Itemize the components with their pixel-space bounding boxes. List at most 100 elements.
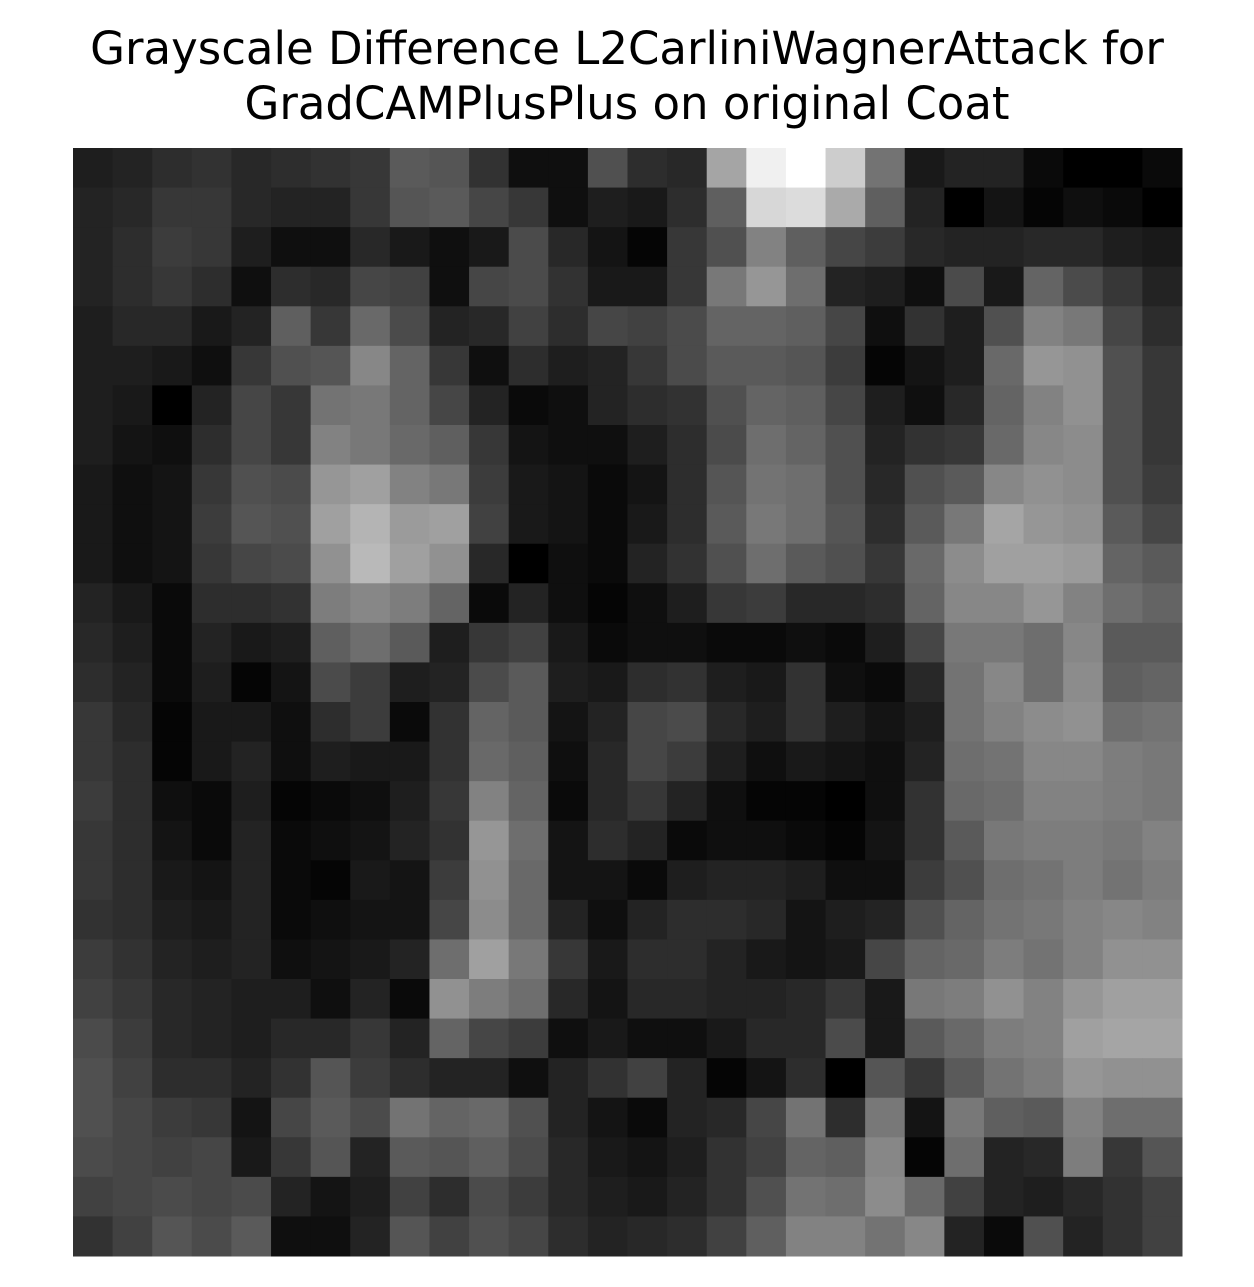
heatmap-cell: [825, 1018, 866, 1059]
heatmap-cell: [1063, 1097, 1104, 1138]
heatmap-cell: [944, 1097, 985, 1138]
heatmap-cell: [667, 583, 708, 624]
heatmap-cell: [746, 1176, 787, 1217]
heatmap-cell: [548, 1097, 589, 1138]
heatmap-cell: [271, 504, 312, 545]
heatmap-cell: [667, 939, 708, 980]
heatmap-cell: [746, 464, 787, 505]
heatmap-cell: [469, 345, 510, 386]
heatmap-cell: [1102, 543, 1143, 584]
heatmap-cell: [1023, 345, 1064, 386]
heatmap-cell: [667, 860, 708, 901]
heatmap-cell: [706, 504, 747, 545]
heatmap-cell: [1023, 306, 1064, 347]
heatmap-cell: [825, 860, 866, 901]
heatmap-cell: [746, 187, 787, 228]
heatmap-cell: [865, 1176, 906, 1217]
heatmap-cell: [1023, 266, 1064, 307]
heatmap-cell: [112, 781, 153, 822]
heatmap-cell: [508, 345, 549, 386]
heatmap-cell: [350, 899, 391, 940]
heatmap-cell: [191, 583, 232, 624]
heatmap-cell: [1142, 1058, 1183, 1099]
heatmap-cell: [865, 1058, 906, 1099]
heatmap-cell: [865, 860, 906, 901]
heatmap-cell: [191, 899, 232, 940]
heatmap-cell: [785, 583, 827, 624]
heatmap-cell: [865, 425, 906, 466]
heatmap-cell: [865, 820, 906, 861]
heatmap-cell: [231, 979, 272, 1020]
heatmap-cell: [548, 702, 589, 743]
heatmap-cell: [310, 1097, 351, 1138]
heatmap-cell: [469, 227, 510, 268]
heatmap-cell: [191, 543, 232, 584]
heatmap-cell: [1102, 385, 1143, 426]
heatmap-cell: [508, 266, 549, 307]
heatmap-cell: [706, 860, 747, 901]
heatmap-cell: [825, 1176, 866, 1217]
heatmap-cell: [746, 227, 787, 268]
heatmap-cell: [1102, 345, 1143, 386]
heatmap-cell: [785, 939, 827, 980]
heatmap-cell: [152, 1216, 193, 1257]
heatmap-cell: [508, 425, 549, 466]
heatmap-cell: [944, 939, 985, 980]
heatmap-cell: [825, 464, 866, 505]
heatmap-cell: [746, 939, 787, 980]
heatmap-cell: [389, 543, 430, 584]
heatmap-cell: [112, 702, 153, 743]
heatmap-cell: [944, 860, 985, 901]
heatmap-cell: [904, 148, 945, 189]
heatmap-cell: [548, 187, 589, 228]
heatmap-cell: [310, 899, 351, 940]
heatmap-cell: [587, 227, 628, 268]
heatmap-cell: [231, 1097, 272, 1138]
heatmap-cell: [865, 187, 906, 228]
heatmap-cell: [508, 1097, 549, 1138]
heatmap-cell: [231, 266, 272, 307]
heatmap-cell: [271, 148, 312, 189]
heatmap-cell: [746, 662, 787, 703]
heatmap-cell: [1023, 781, 1064, 822]
heatmap-cell: [667, 148, 708, 189]
heatmap-cell: [1102, 979, 1143, 1020]
heatmap-cell: [191, 385, 232, 426]
heatmap-cell: [1142, 1097, 1183, 1138]
heatmap-cell: [1102, 266, 1143, 307]
heatmap-cell: [271, 781, 312, 822]
heatmap-cell: [667, 899, 708, 940]
heatmap-cell: [1023, 622, 1064, 663]
heatmap-cell: [508, 1137, 549, 1178]
heatmap-cell: [983, 860, 1025, 901]
heatmap-cell: [469, 939, 510, 980]
heatmap-cell: [429, 899, 470, 940]
heatmap-cell: [389, 266, 430, 307]
heatmap-cell: [112, 1097, 153, 1138]
heatmap-cell: [389, 820, 430, 861]
heatmap-cell: [508, 543, 549, 584]
heatmap-cell: [983, 939, 1025, 980]
heatmap-cell: [1023, 1137, 1064, 1178]
heatmap-cell: [1142, 583, 1183, 624]
heatmap-cell: [627, 1058, 668, 1099]
heatmap-cell: [587, 702, 628, 743]
heatmap-cell: [1142, 979, 1183, 1020]
heatmap-cell: [271, 939, 312, 980]
heatmap-cell: [548, 1058, 589, 1099]
heatmap-cell: [983, 1097, 1025, 1138]
heatmap-cell: [231, 148, 272, 189]
heatmap-cell: [310, 543, 351, 584]
heatmap-cell: [627, 306, 668, 347]
heatmap-cell: [667, 979, 708, 1020]
heatmap-cell: [627, 820, 668, 861]
heatmap-cell: [548, 345, 589, 386]
heatmap-cell: [627, 385, 668, 426]
heatmap-cell: [73, 741, 114, 782]
heatmap-cell: [152, 860, 193, 901]
heatmap-cell: [983, 662, 1025, 703]
heatmap-cell: [1023, 1176, 1064, 1217]
heatmap-cell: [271, 702, 312, 743]
heatmap-cell: [865, 1216, 906, 1257]
heatmap-cell: [706, 781, 747, 822]
